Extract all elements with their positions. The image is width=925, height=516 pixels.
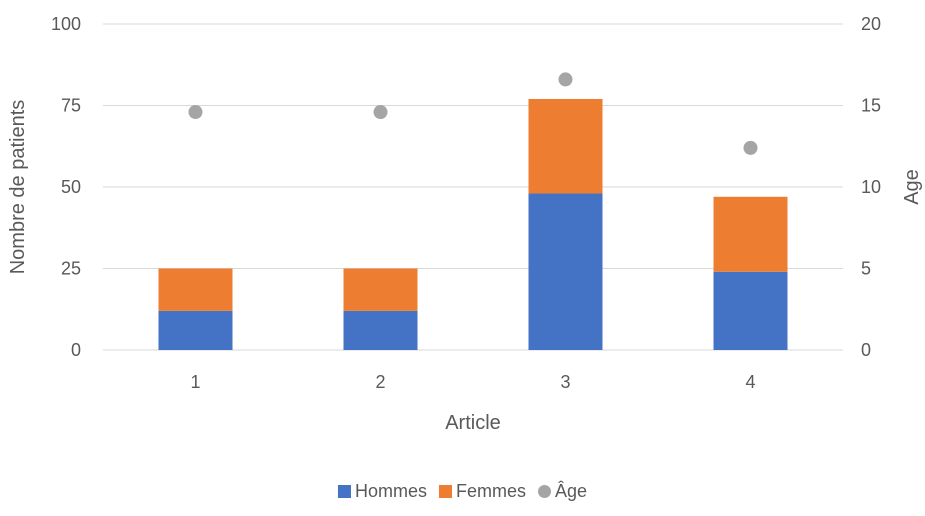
left-axis-tick-label: 50	[61, 177, 81, 197]
right-axis-tick-label: 0	[861, 340, 871, 360]
left-axis-tick-label: 0	[71, 340, 81, 360]
right-axis-tick-label: 10	[861, 177, 881, 197]
right-axis-tick-label: 15	[861, 96, 881, 116]
age-point	[373, 105, 388, 120]
legend-label: Hommes	[355, 481, 427, 501]
x-axis-tick-label: 3	[560, 372, 570, 392]
age-point	[188, 105, 203, 120]
legend: Hommes Femmes Âge	[337, 481, 587, 501]
x-axis-tick-label: 1	[190, 372, 200, 392]
left-axis-tick-label: 100	[51, 14, 81, 34]
right-axis-title: Age	[901, 169, 923, 205]
bar-femmes	[528, 98, 603, 194]
age-point	[743, 140, 758, 155]
bar-hommes	[713, 271, 788, 350]
left-axis-title: Nombre de patients	[7, 100, 29, 275]
right-axis-tick-label: 20	[861, 14, 881, 34]
bar-hommes	[528, 193, 603, 350]
bar-femmes	[713, 196, 788, 272]
bar-hommes	[158, 310, 233, 350]
right-axis-ticks: 0 5 10 15 20	[861, 14, 881, 360]
bars	[158, 98, 788, 350]
left-axis-ticks: 0 25 50 75 100	[51, 14, 81, 360]
legend-swatch-age	[538, 485, 551, 498]
age-point	[558, 72, 573, 87]
age-points	[188, 72, 758, 155]
bar-femmes	[343, 268, 418, 311]
legend-label: Femmes	[456, 481, 526, 501]
bar-hommes	[343, 310, 418, 350]
legend-label: Âge	[555, 481, 587, 501]
legend-swatch-femmes	[438, 485, 452, 498]
x-axis-tick-label: 4	[745, 372, 755, 392]
left-axis-tick-label: 75	[61, 96, 81, 116]
legend-swatch-hommes	[337, 485, 351, 498]
left-axis-tick-label: 25	[61, 259, 81, 279]
x-axis-tick-label: 2	[375, 372, 385, 392]
x-axis-ticks: 1 2 3 4	[190, 372, 755, 392]
bar-femmes	[158, 268, 233, 311]
right-axis-tick-label: 5	[861, 259, 871, 279]
x-axis-title: Article	[445, 412, 501, 434]
